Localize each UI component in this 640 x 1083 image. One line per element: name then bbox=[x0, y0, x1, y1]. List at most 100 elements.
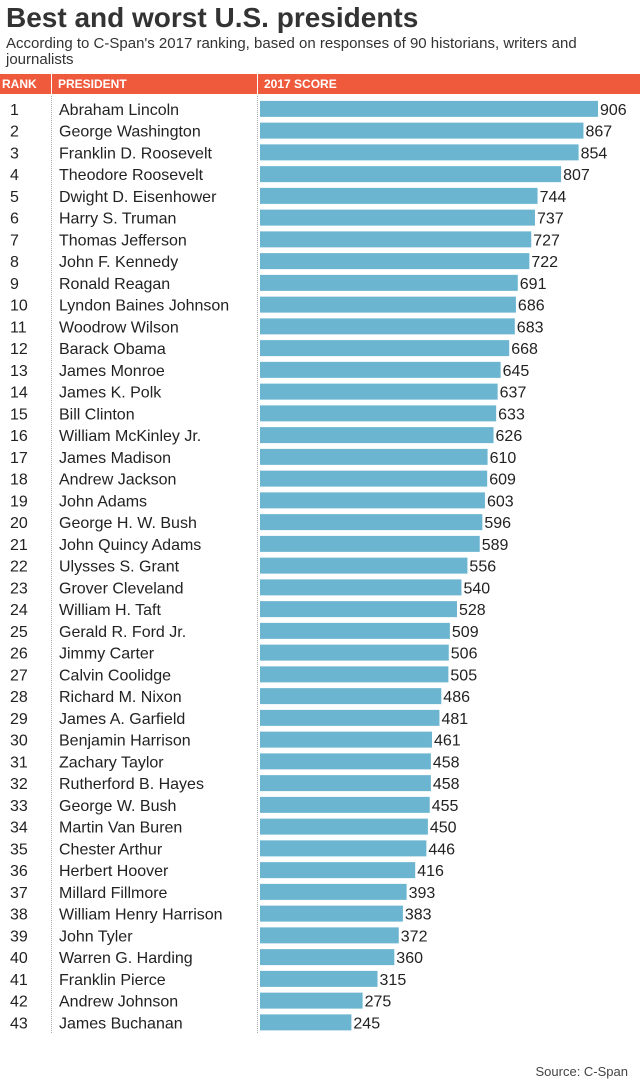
score-bar bbox=[260, 1014, 352, 1031]
rank-label: 15 bbox=[10, 406, 28, 423]
score-bar bbox=[260, 100, 598, 117]
chart-title: Best and worst U.S. presidents bbox=[6, 2, 419, 33]
president-label: George W. Bush bbox=[59, 798, 176, 815]
score-value-label: 744 bbox=[540, 189, 567, 206]
header-score: 2017 SCORE bbox=[264, 77, 337, 91]
score-bar bbox=[260, 862, 416, 879]
president-column-divider bbox=[257, 96, 258, 1033]
score-value-label: 645 bbox=[503, 363, 530, 380]
score-bar bbox=[260, 579, 462, 596]
president-label: William Henry Harrison bbox=[59, 907, 223, 924]
rank-label: 31 bbox=[10, 754, 28, 771]
score-value-label: 540 bbox=[463, 580, 490, 597]
rank-label: 26 bbox=[10, 646, 28, 663]
score-bar bbox=[260, 122, 584, 139]
score-bar bbox=[260, 166, 562, 183]
rank-label: 18 bbox=[10, 472, 28, 489]
president-label: James Madison bbox=[59, 450, 171, 467]
score-bar bbox=[260, 883, 407, 900]
rank-label: 42 bbox=[10, 994, 28, 1011]
president-label: Woodrow Wilson bbox=[59, 319, 179, 336]
score-value-label: 315 bbox=[380, 972, 407, 989]
president-label: John F. Kennedy bbox=[59, 254, 178, 271]
rank-label: 30 bbox=[10, 733, 28, 750]
score-bar bbox=[260, 514, 483, 531]
rank-label: 14 bbox=[10, 385, 28, 402]
president-label: Martin Van Buren bbox=[59, 820, 182, 837]
president-label: Gerald R. Ford Jr. bbox=[59, 624, 186, 641]
rank-label: 39 bbox=[10, 928, 28, 945]
score-bar bbox=[260, 775, 431, 792]
header-president: PRESIDENT bbox=[58, 77, 127, 91]
score-value-label: 609 bbox=[489, 472, 516, 489]
rank-label: 38 bbox=[10, 907, 28, 924]
rank-label: 36 bbox=[10, 863, 28, 880]
score-value-label: 372 bbox=[401, 928, 428, 945]
score-bar bbox=[260, 427, 494, 444]
rank-label: 43 bbox=[10, 1015, 28, 1032]
rank-label: 22 bbox=[10, 559, 28, 576]
rank-label: 9 bbox=[10, 276, 19, 293]
rank-label: 41 bbox=[10, 972, 28, 989]
president-label: William McKinley Jr. bbox=[59, 428, 201, 445]
score-value-label: 486 bbox=[443, 689, 470, 706]
score-value-label: 807 bbox=[563, 167, 590, 184]
president-label: Benjamin Harrison bbox=[59, 733, 191, 750]
rank-label: 5 bbox=[10, 189, 19, 206]
president-label: Herbert Hoover bbox=[59, 863, 169, 880]
score-value-label: 727 bbox=[533, 232, 560, 249]
rank-label: 17 bbox=[10, 450, 28, 467]
president-label: Andrew Johnson bbox=[59, 994, 178, 1011]
rank-label: 6 bbox=[10, 211, 19, 228]
president-label: Grover Cleveland bbox=[59, 580, 184, 597]
rank-label: 19 bbox=[10, 493, 28, 510]
president-label: Theodore Roosevelt bbox=[59, 167, 204, 184]
rank-label: 29 bbox=[10, 711, 28, 728]
rank-label: 12 bbox=[10, 341, 28, 358]
rank-label: 4 bbox=[10, 167, 19, 184]
score-value-label: 383 bbox=[405, 907, 432, 924]
score-value-label: 556 bbox=[469, 559, 496, 576]
score-bar bbox=[260, 535, 480, 552]
president-label: Franklin D. Roosevelt bbox=[59, 145, 213, 162]
rank-label: 34 bbox=[10, 820, 28, 837]
score-value-label: 528 bbox=[459, 602, 486, 619]
score-value-label: 393 bbox=[409, 885, 436, 902]
rank-label: 33 bbox=[10, 798, 28, 815]
score-value-label: 461 bbox=[434, 733, 461, 750]
president-label: Thomas Jefferson bbox=[59, 232, 187, 249]
rank-label: 23 bbox=[10, 580, 28, 597]
president-label: Harry S. Truman bbox=[59, 211, 176, 228]
rank-label: 28 bbox=[10, 689, 28, 706]
score-bar bbox=[260, 231, 532, 248]
score-value-label: 481 bbox=[441, 711, 468, 728]
score-bar bbox=[260, 970, 378, 987]
rank-label: 20 bbox=[10, 515, 28, 532]
score-value-label: 596 bbox=[484, 515, 511, 532]
header-divider bbox=[257, 74, 258, 94]
rank-label: 24 bbox=[10, 602, 28, 619]
rank-label: 7 bbox=[10, 232, 19, 249]
president-label: James Buchanan bbox=[59, 1015, 183, 1032]
score-bar bbox=[260, 731, 432, 748]
rank-label: 27 bbox=[10, 667, 28, 684]
score-value-label: 416 bbox=[417, 863, 444, 880]
score-bar bbox=[260, 187, 538, 204]
score-value-label: 446 bbox=[428, 841, 455, 858]
chart-subtitle: According to C-Span's 2017 ranking, base… bbox=[6, 35, 577, 68]
score-bar bbox=[260, 666, 449, 683]
score-bar bbox=[260, 253, 530, 270]
score-value-label: 458 bbox=[433, 776, 460, 793]
score-value-label: 509 bbox=[452, 624, 479, 641]
score-value-label: 505 bbox=[450, 667, 477, 684]
rank-label: 2 bbox=[10, 124, 19, 141]
score-bar bbox=[260, 448, 488, 465]
score-value-label: 633 bbox=[498, 406, 525, 423]
president-label: Calvin Coolidge bbox=[59, 667, 171, 684]
score-value-label: 458 bbox=[433, 754, 460, 771]
score-bar bbox=[260, 361, 501, 378]
score-bar bbox=[260, 405, 497, 422]
score-bar bbox=[260, 209, 535, 226]
score-value-label: 455 bbox=[432, 798, 459, 815]
